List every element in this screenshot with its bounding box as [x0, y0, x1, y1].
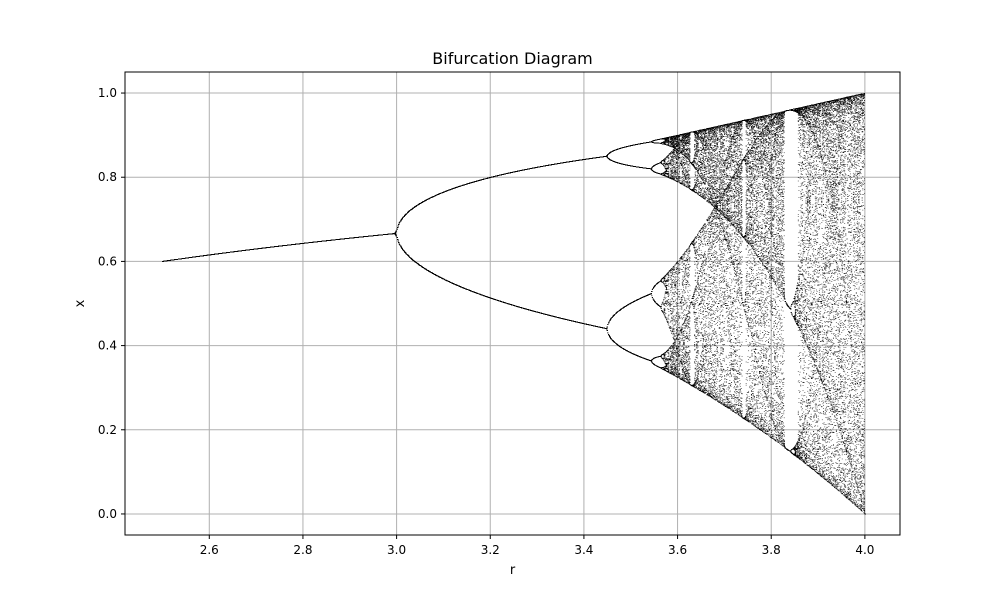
- plot-frame: [124, 71, 901, 536]
- x-axis-label: r: [510, 563, 516, 578]
- x-tick-label: 4.0: [855, 543, 874, 557]
- y-tick-label: 0.8: [98, 170, 117, 184]
- y-tick-label: 0.2: [98, 423, 117, 437]
- x-tick-label: 3.4: [574, 543, 593, 557]
- x-tick-label: 3.0: [387, 543, 406, 557]
- y-tick-label: 1.0: [98, 86, 117, 100]
- chart-title: Bifurcation Diagram: [432, 49, 592, 68]
- bifurcation-series: [162, 92, 866, 515]
- y-tick-label: 0.4: [98, 339, 117, 353]
- x-tick-label: 3.6: [668, 543, 687, 557]
- y-axis-label: x: [73, 299, 88, 307]
- x-tick-label: 2.6: [200, 543, 219, 557]
- x-tick-label: 3.2: [481, 543, 500, 557]
- x-tick-label: 3.8: [762, 543, 781, 557]
- data-points: [162, 92, 866, 515]
- x-tick-label: 2.8: [293, 543, 312, 557]
- axis-ticks: 2.6 2.8 3.0 3.2 3.4 3.6 3.8 4.0 0.0 0.2 0.4 0.6 0.8 1…: [98, 86, 875, 557]
- y-tick-label: 0.6: [98, 254, 117, 268]
- y-tick-label: 0.0: [98, 507, 117, 521]
